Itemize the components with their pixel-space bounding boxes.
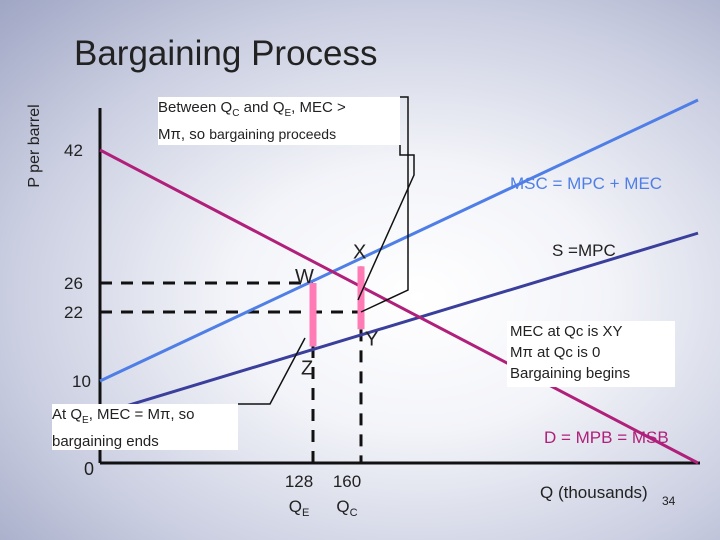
leader-bottom bbox=[238, 337, 306, 405]
msc-label: MSC = MPC + MEC bbox=[510, 174, 662, 193]
supply-curve bbox=[99, 231, 699, 416]
point-label-w: W bbox=[295, 266, 314, 288]
slide-title: Bargaining Process bbox=[74, 34, 378, 73]
y-tick-10: 10 bbox=[72, 372, 91, 391]
demand-curve bbox=[99, 148, 699, 465]
callout-mec-at-qc: MEC at Qc is XY Mπ at Qc is 0 Bargaining… bbox=[507, 321, 675, 387]
msc-curve bbox=[99, 98, 699, 383]
supply-label: S =MPC bbox=[552, 241, 616, 260]
callout-bargaining-proceeds: Between QC and QE, MEC > Mπ, so bargaini… bbox=[158, 97, 400, 145]
leader-top-xy bbox=[357, 145, 415, 301]
point-label-z: Z bbox=[301, 358, 313, 380]
point-label-x: X bbox=[353, 241, 366, 263]
x-tick-160: 160 bbox=[333, 472, 361, 491]
origin-label: 0 bbox=[84, 459, 94, 479]
x-tick-sub-128: QE bbox=[289, 497, 310, 519]
y-tick-22: 22 bbox=[64, 303, 83, 322]
callout-bargaining-ends: At QE, MEC = Mπ, so bargaining ends bbox=[52, 404, 238, 450]
x-tick-128: 128 bbox=[285, 472, 313, 491]
demand-label: D = MPB = MSB bbox=[544, 428, 669, 447]
page-number: 34 bbox=[662, 494, 676, 508]
y-tick-42: 42 bbox=[64, 141, 83, 160]
point-label-y: Y bbox=[365, 328, 378, 350]
leader-top bbox=[360, 96, 409, 313]
x-axis-label: Q (thousands) bbox=[540, 483, 648, 502]
y-tick-26: 26 bbox=[64, 274, 83, 293]
x-tick-sub-160: QC bbox=[336, 497, 357, 519]
